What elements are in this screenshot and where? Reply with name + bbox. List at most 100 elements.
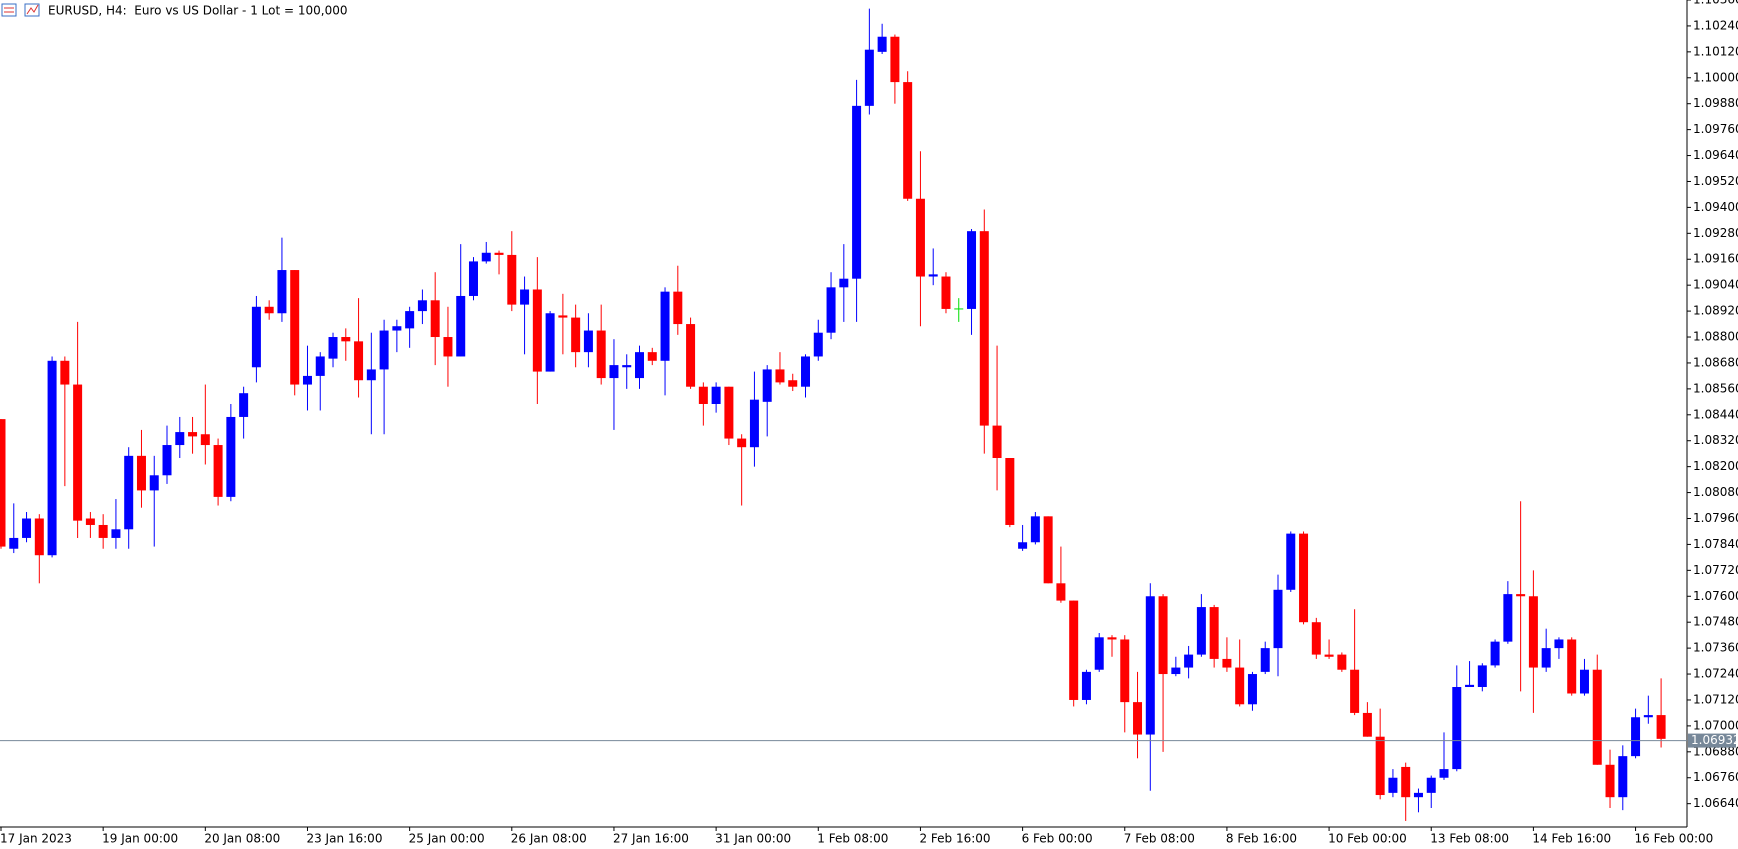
candle-body: [1158, 596, 1168, 675]
y-tick-label: 1.07240: [1693, 667, 1738, 681]
y-tick-label: 1.06640: [1693, 796, 1738, 810]
candle-body: [1413, 792, 1423, 798]
y-tick-label: 1.09280: [1693, 226, 1738, 240]
candle-body: [417, 300, 427, 312]
candle-body: [1222, 658, 1232, 668]
y-tick-label: 1.09040: [1693, 278, 1738, 292]
candle-body: [660, 291, 670, 361]
candle-body: [826, 287, 836, 333]
candle-body: [379, 330, 389, 370]
x-tick-label: 25 Jan 00:00: [409, 832, 485, 846]
candle-body: [1247, 674, 1257, 705]
candle-body: [1056, 583, 1066, 601]
y-tick-label: 1.07480: [1693, 615, 1738, 629]
candle-body: [698, 386, 708, 404]
candle-body: [124, 455, 134, 530]
candle-body: [149, 475, 159, 491]
candle-body: [200, 434, 210, 446]
y-tick-label: 1.10000: [1693, 70, 1738, 84]
candle-body: [302, 375, 312, 385]
candle-body: [1133, 702, 1143, 735]
x-tick-label: 13 Feb 08:00: [1430, 832, 1509, 846]
candle-body: [1324, 654, 1334, 657]
candle-body: [315, 356, 325, 376]
candle-body: [494, 252, 504, 255]
candle-body: [571, 317, 581, 353]
candle-body: [1145, 596, 1155, 735]
candle-body: [1362, 712, 1372, 737]
candle-body: [226, 416, 236, 497]
candle-body: [532, 289, 542, 372]
candle-body: [839, 278, 849, 288]
candle-body: [175, 432, 185, 446]
candle-body: [162, 445, 172, 476]
y-tick-label: 1.07120: [1693, 692, 1738, 706]
candle-body: [111, 529, 121, 538]
y-tick-label: 1.08440: [1693, 407, 1738, 421]
x-tick-label: 23 Jan 16:00: [306, 832, 382, 846]
candle-body: [1388, 777, 1398, 793]
y-tick-label: 1.08320: [1693, 433, 1738, 447]
candle-body: [1107, 637, 1117, 640]
candle-body: [392, 326, 402, 331]
candle-body: [1184, 654, 1194, 668]
candle-body: [1273, 589, 1283, 649]
candle-body: [85, 518, 95, 525]
candle-body: [1069, 600, 1079, 700]
candle-body: [915, 198, 925, 277]
candle-body: [1260, 648, 1270, 672]
candle-body: [1490, 641, 1500, 666]
x-tick-label: 7 Feb 08:00: [1124, 832, 1195, 846]
candle-body: [481, 252, 491, 262]
candle-body: [22, 518, 32, 538]
chart-title: EURUSD, H4: Euro vs US Dollar - 1 Lot = …: [48, 4, 347, 18]
candle-body: [1541, 648, 1551, 668]
x-tick-label: 27 Jan 16:00: [613, 832, 689, 846]
candle-body: [903, 82, 913, 199]
candle-body: [673, 291, 683, 325]
y-tick-label: 1.06880: [1693, 744, 1738, 758]
candle-body: [1375, 736, 1385, 796]
candle-body: [443, 337, 453, 357]
candle-body: [34, 518, 44, 556]
x-tick-label: 19 Jan 00:00: [102, 832, 178, 846]
candle-body: [1477, 665, 1487, 688]
candle-body: [341, 337, 351, 342]
y-tick-label: 1.07000: [1693, 718, 1738, 732]
candle-body: [711, 386, 721, 404]
candle-body: [1426, 777, 1436, 793]
y-tick-label: 1.10120: [1693, 44, 1738, 58]
y-tick-label: 1.07600: [1693, 589, 1738, 603]
candle-body: [290, 270, 300, 385]
y-tick-label: 1.07840: [1693, 537, 1738, 551]
candle-body: [1350, 669, 1360, 713]
candle-body: [979, 231, 989, 426]
candle-body: [890, 36, 900, 83]
y-tick-label: 1.06760: [1693, 770, 1738, 784]
y-tick-label: 1.09640: [1693, 148, 1738, 162]
candle-body: [775, 369, 785, 383]
window-icons: [1, 3, 40, 17]
candle-body: [1286, 533, 1296, 590]
candle-body: [405, 311, 415, 329]
candle-body: [468, 261, 478, 296]
candle-body: [73, 384, 83, 521]
candle-body: [545, 313, 555, 372]
y-tick-label: 1.08920: [1693, 304, 1738, 318]
candle-body: [928, 274, 938, 277]
candle-body: [251, 306, 261, 368]
candle-body: [1554, 639, 1564, 649]
candle-body: [992, 425, 1002, 459]
candle-body: [1465, 684, 1475, 688]
candle-body: [967, 231, 977, 309]
candle-body: [1043, 516, 1053, 584]
y-tick-label: 1.08200: [1693, 459, 1738, 473]
candle-body: [737, 438, 747, 448]
candle-body: [60, 360, 70, 385]
current-price-label: 1.06932: [1691, 733, 1738, 747]
candle-body: [1196, 607, 1206, 655]
candle-body: [596, 330, 606, 379]
